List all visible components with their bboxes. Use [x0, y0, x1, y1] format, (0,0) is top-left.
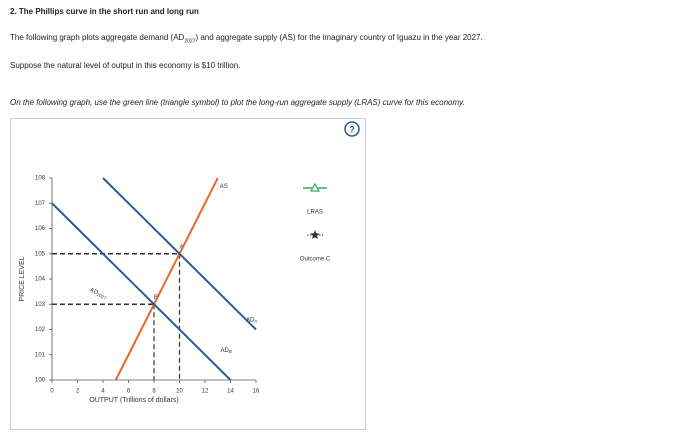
curve-name: AD [246, 317, 255, 323]
curve [114, 177, 219, 380]
x-tick-label: 2 [76, 389, 80, 395]
help-button[interactable] [344, 121, 360, 137]
point-label: B [154, 295, 158, 301]
y-tick-label: 108 [35, 176, 46, 182]
y-tick-label: 107 [35, 201, 46, 207]
curve-label: AS [220, 184, 228, 190]
annotation: AD2027 [88, 287, 108, 301]
point-label: A [179, 244, 183, 250]
x-tick-label: 0 [50, 389, 54, 395]
legend-label: Outcome C [300, 257, 331, 263]
curve [51, 202, 232, 380]
instruction-text: On the following graph, use the green li… [10, 98, 465, 107]
y-tick-label: 104 [35, 277, 46, 283]
x-axis-label: OUTPUT (Trillions of dollars) [89, 397, 178, 404]
y-tick-label: 106 [35, 226, 46, 232]
y-tick-label: 105 [35, 251, 46, 257]
x-tick-label: 6 [127, 389, 131, 395]
y-tick-label: 101 [35, 352, 46, 358]
curve-name-sub: B [229, 349, 232, 354]
curve-name: AD [221, 348, 230, 354]
curve-label: ADB [221, 348, 232, 355]
x-tick-label: 16 [253, 389, 260, 395]
x-tick-label: 12 [202, 389, 209, 395]
legend-marker [310, 230, 320, 240]
legend-marker [309, 182, 321, 192]
curve [102, 177, 257, 331]
intro-text: The following graph plots aggregate dema… [10, 33, 483, 45]
annotation-sub: 2027 [96, 292, 108, 301]
curve-label: ADA [246, 317, 257, 324]
help-icon[interactable]: ? [349, 124, 355, 134]
annotation-text: AD [89, 287, 100, 296]
x-tick-label: 14 [227, 389, 234, 395]
note-text: Suppose the natural level of output in t… [10, 61, 241, 70]
y-tick-label: 102 [35, 327, 46, 333]
curve-name-sub: A [254, 319, 257, 324]
graph-panel [10, 118, 366, 430]
curve-name: AS [220, 184, 228, 190]
y-tick-label: 100 [35, 378, 46, 384]
y-tick-label: 103 [35, 302, 46, 308]
question-title: 2. The Phillips curve in the short run a… [10, 7, 199, 16]
y-axis-label: PRICE LEVEL [19, 256, 26, 301]
x-tick-label: 10 [176, 389, 183, 395]
legend-label: LRAS [307, 210, 323, 216]
x-tick-label: 4 [101, 389, 105, 395]
intro-before: The following graph plots aggregate dema… [10, 33, 185, 42]
x-tick-label: 8 [152, 389, 156, 395]
intro-after: ) and aggregate supply (AS) for the imag… [195, 33, 483, 42]
intro-sub: 2027 [184, 38, 196, 45]
